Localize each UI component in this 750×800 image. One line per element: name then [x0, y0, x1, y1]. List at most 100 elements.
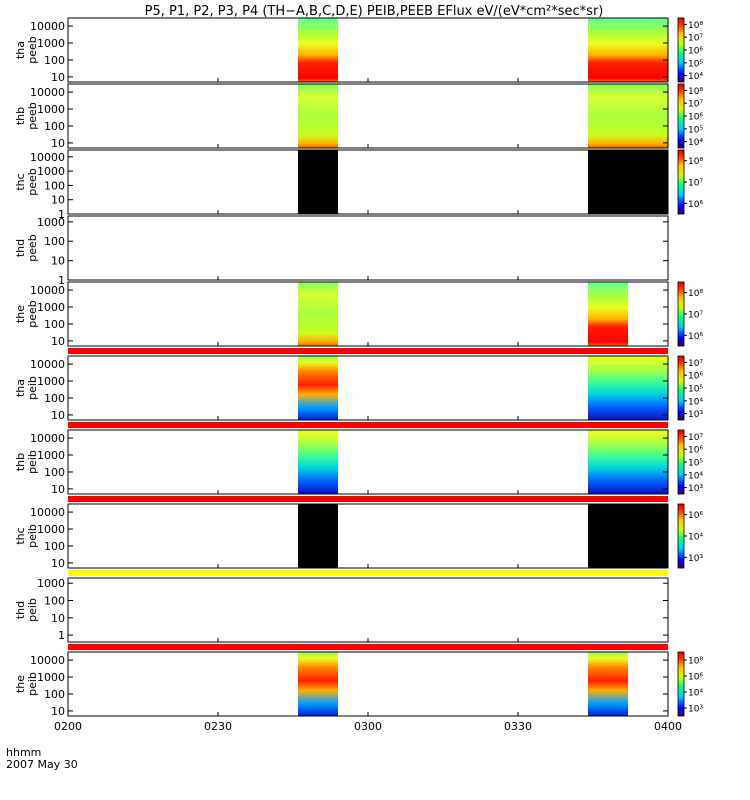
data-interval-0: [298, 150, 338, 214]
y-tick-label: 100: [44, 120, 65, 133]
data-interval-0: [298, 504, 338, 568]
colorbar: [677, 281, 685, 347]
colorbar-label: 10⁶: [688, 47, 703, 57]
y-tick-label: 1000: [37, 671, 65, 684]
product-label: peeb: [26, 300, 39, 328]
product-label: peeb: [26, 168, 39, 196]
y-tick-label: 100: [44, 318, 65, 331]
colorbar-label: 10⁴: [688, 138, 703, 148]
panel-frame: [67, 503, 669, 569]
probe-label: thb: [14, 453, 27, 471]
colorbar-label: 10⁶: [688, 200, 703, 210]
colorbar-label: 10⁵: [688, 59, 703, 69]
probe-label: thd: [14, 601, 27, 619]
y-tick-label: 10: [51, 71, 65, 84]
colorbar-label: 10⁷: [688, 359, 703, 369]
y-tick-label: 100: [44, 595, 65, 608]
colorbar-label: 10⁶: [688, 372, 703, 382]
probe-label: the: [14, 305, 27, 323]
y-tick-label: 10: [51, 255, 65, 268]
product-label: peib: [26, 524, 39, 548]
data-interval-1: [588, 504, 668, 568]
colorbar-label: 10³: [688, 410, 703, 420]
y-tick-label: 100: [44, 54, 65, 67]
probe-label: thd: [14, 239, 27, 257]
colorbar: [677, 651, 685, 717]
data-interval-0: [298, 282, 338, 346]
data-interval-1: [588, 430, 668, 494]
product-label: peib: [26, 450, 39, 474]
colorbar-label: 10⁷: [688, 311, 703, 321]
separator-strip: [68, 570, 668, 576]
colorbar-label: 10⁸: [688, 289, 703, 299]
y-tick-label: 10: [51, 137, 65, 150]
y-tick-label: 1: [58, 629, 65, 642]
panel-frame: [67, 215, 669, 281]
y-tick-label: 100: [44, 392, 65, 405]
colorbar: [677, 149, 685, 215]
data-interval-1: [588, 356, 668, 420]
separator-strip: [68, 422, 668, 428]
y-tick-label: 10000: [30, 86, 65, 99]
y-tick-label: 1000: [37, 577, 65, 590]
y-tick-label: 10: [51, 335, 65, 348]
colorbar-label: 10⁵: [688, 125, 703, 135]
colorbar-label: 10⁴: [688, 689, 703, 699]
panel-frame: [67, 577, 669, 643]
product-label: peeb: [26, 36, 39, 64]
separator-strip: [68, 644, 668, 650]
colorbar-label: 10⁴: [688, 533, 703, 543]
colorbar-label: 10⁴: [688, 471, 703, 481]
y-tick-label: 10000: [30, 654, 65, 667]
x-tick-label: 0400: [654, 720, 682, 733]
colorbar-label: 10⁶: [688, 332, 703, 342]
colorbar-label: 10⁸: [688, 21, 703, 31]
data-interval-1: [588, 18, 668, 82]
colorbar-label: 10³: [688, 705, 703, 715]
colorbar: [677, 503, 685, 569]
panel-frame: [67, 149, 669, 215]
y-tick-label: 10: [51, 557, 65, 570]
y-tick-label: 1000: [37, 103, 65, 116]
data-interval-0: [298, 18, 338, 82]
product-label: peib: [26, 598, 39, 622]
y-tick-label: 10: [51, 483, 65, 496]
y-tick-label: 1000: [37, 216, 65, 229]
x-tick-label: 0330: [504, 720, 532, 733]
colorbar-label: 10⁶: [688, 113, 703, 123]
colorbar-label: 10⁷: [688, 34, 703, 44]
y-tick-label: 10000: [30, 284, 65, 297]
y-tick-label: 1000: [37, 523, 65, 536]
panel-frame: [67, 651, 669, 717]
panel-frame: [67, 281, 669, 347]
product-label: peeb: [26, 102, 39, 130]
probe-label: tha: [14, 379, 27, 397]
y-tick-label: 1: [58, 208, 65, 221]
product-label: peib: [26, 376, 39, 400]
colorbar: [677, 17, 685, 83]
probe-label: the: [14, 675, 27, 693]
colorbar-label: 10⁷: [688, 179, 703, 189]
colorbar-label: 10⁸: [688, 87, 703, 97]
data-interval-0: [298, 84, 338, 148]
colorbar-label: 10⁴: [688, 72, 703, 82]
y-tick-label: 1: [58, 274, 65, 287]
y-tick-label: 10: [51, 612, 65, 625]
panel-frame: [67, 355, 669, 421]
colorbar-label: 10³: [688, 554, 703, 564]
colorbar-label: 10⁷: [688, 100, 703, 110]
y-tick-label: 10000: [30, 432, 65, 445]
panel-thd-peeb: 1 10 100 1000 thd peeb: [14, 215, 669, 287]
probe-label: thb: [14, 107, 27, 125]
y-tick-label: 10: [51, 409, 65, 422]
colorbar-label: 10⁵: [688, 385, 703, 395]
